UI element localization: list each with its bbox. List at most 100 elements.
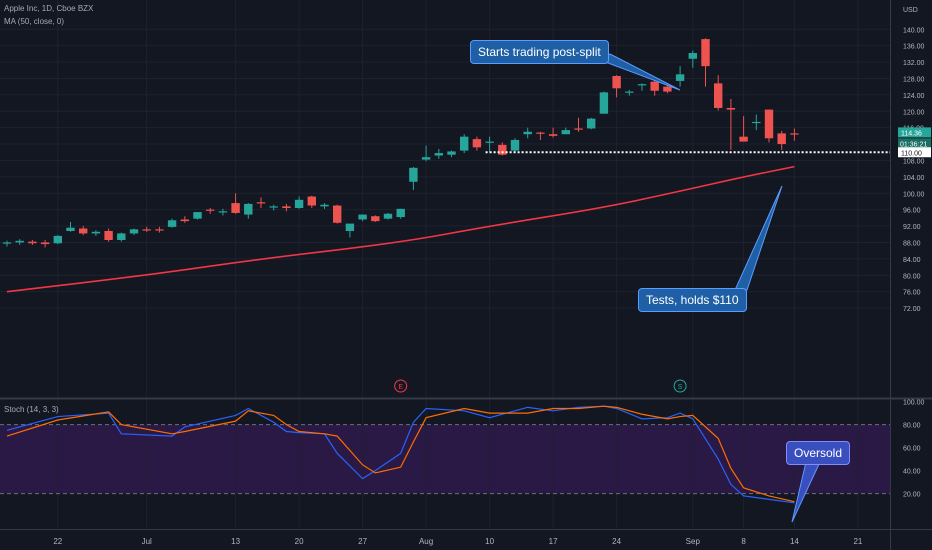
candle-body (472, 139, 482, 148)
candle-body (485, 141, 494, 143)
candle-body (625, 91, 634, 93)
candle-body (371, 216, 380, 222)
candle-body (510, 139, 520, 151)
candle-body (383, 213, 393, 219)
candle-body (714, 83, 723, 108)
candle-body (396, 208, 405, 218)
candle-body (155, 229, 164, 231)
candle-body (256, 202, 266, 204)
candle-body (523, 131, 532, 135)
candle-body (447, 151, 456, 155)
candle-body (333, 205, 342, 223)
ma-line (6, 165, 795, 293)
countdown-label: 01:36:21 (900, 141, 927, 148)
candle-body (587, 118, 596, 129)
candle-body (764, 109, 774, 139)
candle-body (358, 214, 367, 220)
level-tag (898, 147, 931, 158)
candle-body (548, 134, 558, 136)
time-axis-label: 24 (612, 537, 621, 546)
level-tag-label: 110.00 (901, 150, 922, 157)
candle-body (307, 196, 316, 206)
price-axis-label: 128.00 (903, 76, 925, 83)
split-annotation: Starts trading post-split (470, 40, 609, 64)
support-annotation: Tests, holds $110 (638, 288, 747, 312)
countdown-tag (898, 138, 931, 149)
price-axis-label: 84.00 (903, 257, 921, 264)
candle-body (650, 81, 659, 91)
stoch-axis-label: 20.00 (903, 492, 921, 499)
candle-body (752, 121, 761, 124)
candle-body (434, 153, 443, 156)
candle-body (777, 133, 786, 145)
candle-body (701, 39, 710, 67)
time-axis-label: 10 (485, 537, 494, 546)
event-marker-icon (394, 379, 408, 393)
candle-body (40, 242, 50, 245)
price-axis-label: 100.00 (903, 191, 925, 198)
candle-body (599, 92, 609, 114)
time-axis-label: 27 (358, 537, 367, 546)
candle-body (282, 206, 291, 209)
event-marker-label: E (398, 384, 403, 391)
price-axis-label: 88.00 (903, 240, 921, 247)
price-axis-label: 96.00 (903, 208, 921, 215)
time-axis-label: 22 (53, 537, 62, 546)
last-price-tag (898, 127, 931, 138)
event-marker-label: S (678, 384, 683, 391)
candle-body (142, 229, 151, 231)
candle-body (129, 229, 139, 234)
candle-body (218, 211, 228, 213)
support-pointer (734, 185, 783, 291)
time-axis-label: 21 (853, 537, 862, 546)
candle-body (409, 167, 418, 182)
price-axis-label: 80.00 (903, 273, 921, 280)
event-marker-icon (673, 379, 687, 393)
candle-body (28, 241, 37, 244)
price-axis-label: 132.00 (903, 60, 925, 67)
stoch-axis-label: 80.00 (903, 423, 921, 430)
time-axis-label: Jul (142, 537, 152, 546)
candle-body (117, 233, 126, 240)
stoch-axis-label: 40.00 (903, 469, 921, 476)
candle-body (294, 199, 304, 209)
candle-body (2, 242, 12, 244)
candle-body (91, 231, 101, 234)
candle-body (269, 206, 278, 208)
candle-body (15, 240, 24, 243)
ma-legend: MA (50, close, 0) (4, 17, 65, 26)
candle-body (726, 107, 736, 110)
candle-body (104, 230, 113, 240)
price-axis-label: 72.00 (903, 306, 921, 313)
time-axis-label: 14 (790, 537, 799, 546)
candle-body (561, 130, 570, 135)
price-axis-label: 120.00 (903, 109, 925, 116)
price-axis-label: 140.00 (903, 27, 925, 34)
price-axis-label: 104.00 (903, 175, 925, 182)
time-axis-label: Sep (686, 537, 701, 546)
candle-body (536, 132, 545, 134)
candle-body (574, 128, 583, 130)
candle-body (460, 136, 469, 151)
candle-body (193, 212, 202, 219)
symbol-legend: Apple Inc, 1D, Cboe BZX (4, 4, 94, 13)
time-axis-label: Aug (419, 537, 433, 546)
time-axis-label: 17 (549, 537, 558, 546)
stoch-axis-label: 60.00 (903, 446, 921, 453)
candle-body (612, 75, 621, 89)
candle-body (637, 84, 647, 86)
candle-body (167, 220, 177, 227)
candle-body (421, 157, 431, 160)
candle-body (79, 228, 88, 234)
time-axis-label: 20 (295, 537, 304, 546)
candle-body (739, 136, 748, 142)
candle-body (688, 53, 697, 59)
last-price-label: 114.36 (901, 130, 922, 137)
candle-body (180, 219, 189, 222)
candle-body (675, 74, 685, 81)
stoch-band (0, 424, 890, 494)
time-axis-label: 13 (231, 537, 240, 546)
price-axis-label: 108.00 (903, 158, 925, 165)
price-axis-label: 136.00 (903, 44, 925, 51)
